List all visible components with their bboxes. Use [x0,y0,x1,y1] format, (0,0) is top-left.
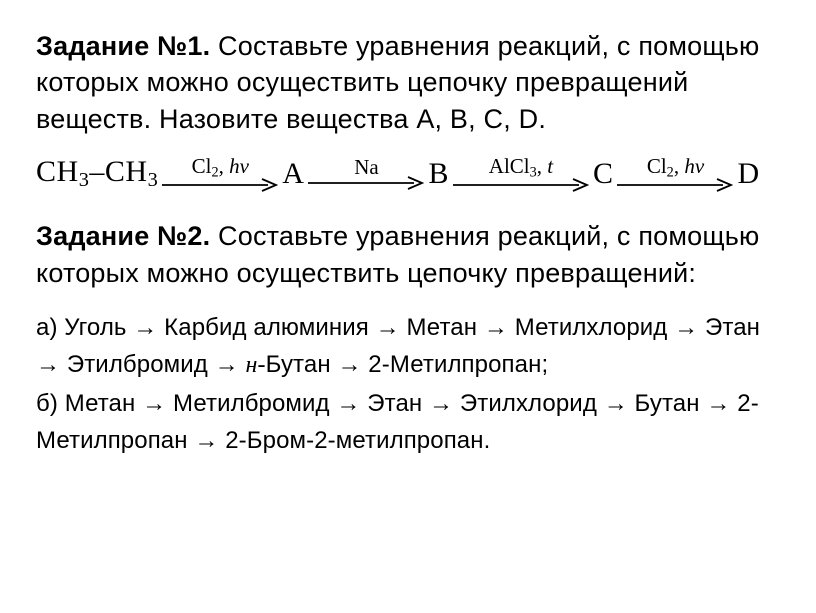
arrow-4: Cl2, hv [617,156,733,192]
task1-heading: Задание №1. Составьте уравнения реакций,… [36,28,780,137]
arrow-4-svg [617,178,733,192]
arrow-3-svg [453,178,589,192]
page-root: Задание №1. Составьте уравнения реакций,… [0,0,816,479]
arrow-1: Cl2, hv [162,156,278,192]
task2-heading: Задание №2. Составьте уравнения реакций,… [36,218,780,291]
task2-list: а) Уголь → Карбид алюминия → Метан → Мет… [36,309,780,459]
task2-item-b: б) Метан → Метилбромид → Этан → Этилхлор… [36,385,780,459]
chain-B: B [428,157,449,191]
chain-start: CH3–CH3 [36,155,158,192]
arrow-2-svg [308,176,424,190]
arrow-3-label: AlCl3, t [489,156,553,180]
chain-D: D [737,157,759,191]
arrow-1-svg [162,178,278,192]
task1-label: Задание №1. [36,31,210,61]
arrow-2-label: Na [354,157,379,178]
arrow-2: Na [308,157,424,190]
arrow-4-label: Cl2, hv [647,156,704,180]
arrow-3: AlCl3, t [453,156,589,192]
chain-A: A [282,157,304,191]
reaction-chain: CH3–CH3 Cl2, hv A Na B AlCl3, t C [36,155,780,192]
chain-C: C [593,157,614,191]
task2-label: Задание №2. [36,221,210,251]
arrow-1-label: Cl2, hv [192,156,249,180]
task2-item-a: а) Уголь → Карбид алюминия → Метан → Мет… [36,309,780,384]
